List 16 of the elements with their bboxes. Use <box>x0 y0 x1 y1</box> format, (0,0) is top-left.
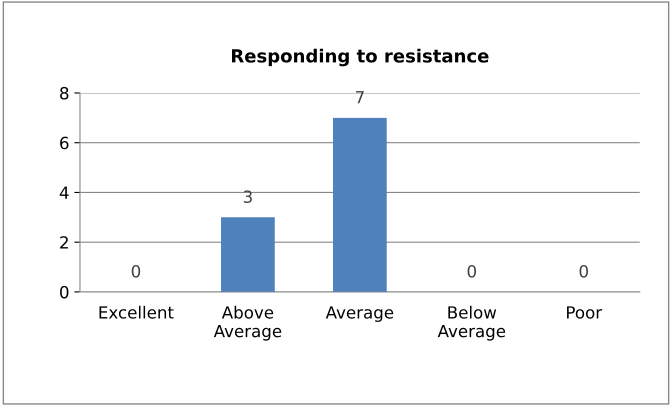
x-tick-label: Poor <box>567 306 602 319</box>
x-tick-label: Excellent <box>100 306 174 319</box>
y-tick-label: 4 <box>60 186 69 199</box>
data-label: 0 <box>132 264 140 278</box>
data-label: 0 <box>468 264 476 278</box>
x-tick-label: Average <box>326 306 394 322</box>
y-tick-label: 8 <box>60 86 68 100</box>
data-label: 7 <box>356 91 364 104</box>
x-tick-label: Above Average <box>214 306 282 341</box>
y-tick-label: 6 <box>60 136 68 150</box>
data-label: 3 <box>244 190 252 203</box>
chart-title: Responding to resistance <box>232 48 488 66</box>
data-label: 0 <box>580 264 588 278</box>
y-tick-label: 2 <box>60 236 68 249</box>
x-tick-label: Below Average <box>438 306 506 341</box>
y-tick-label: 0 <box>60 286 68 298</box>
